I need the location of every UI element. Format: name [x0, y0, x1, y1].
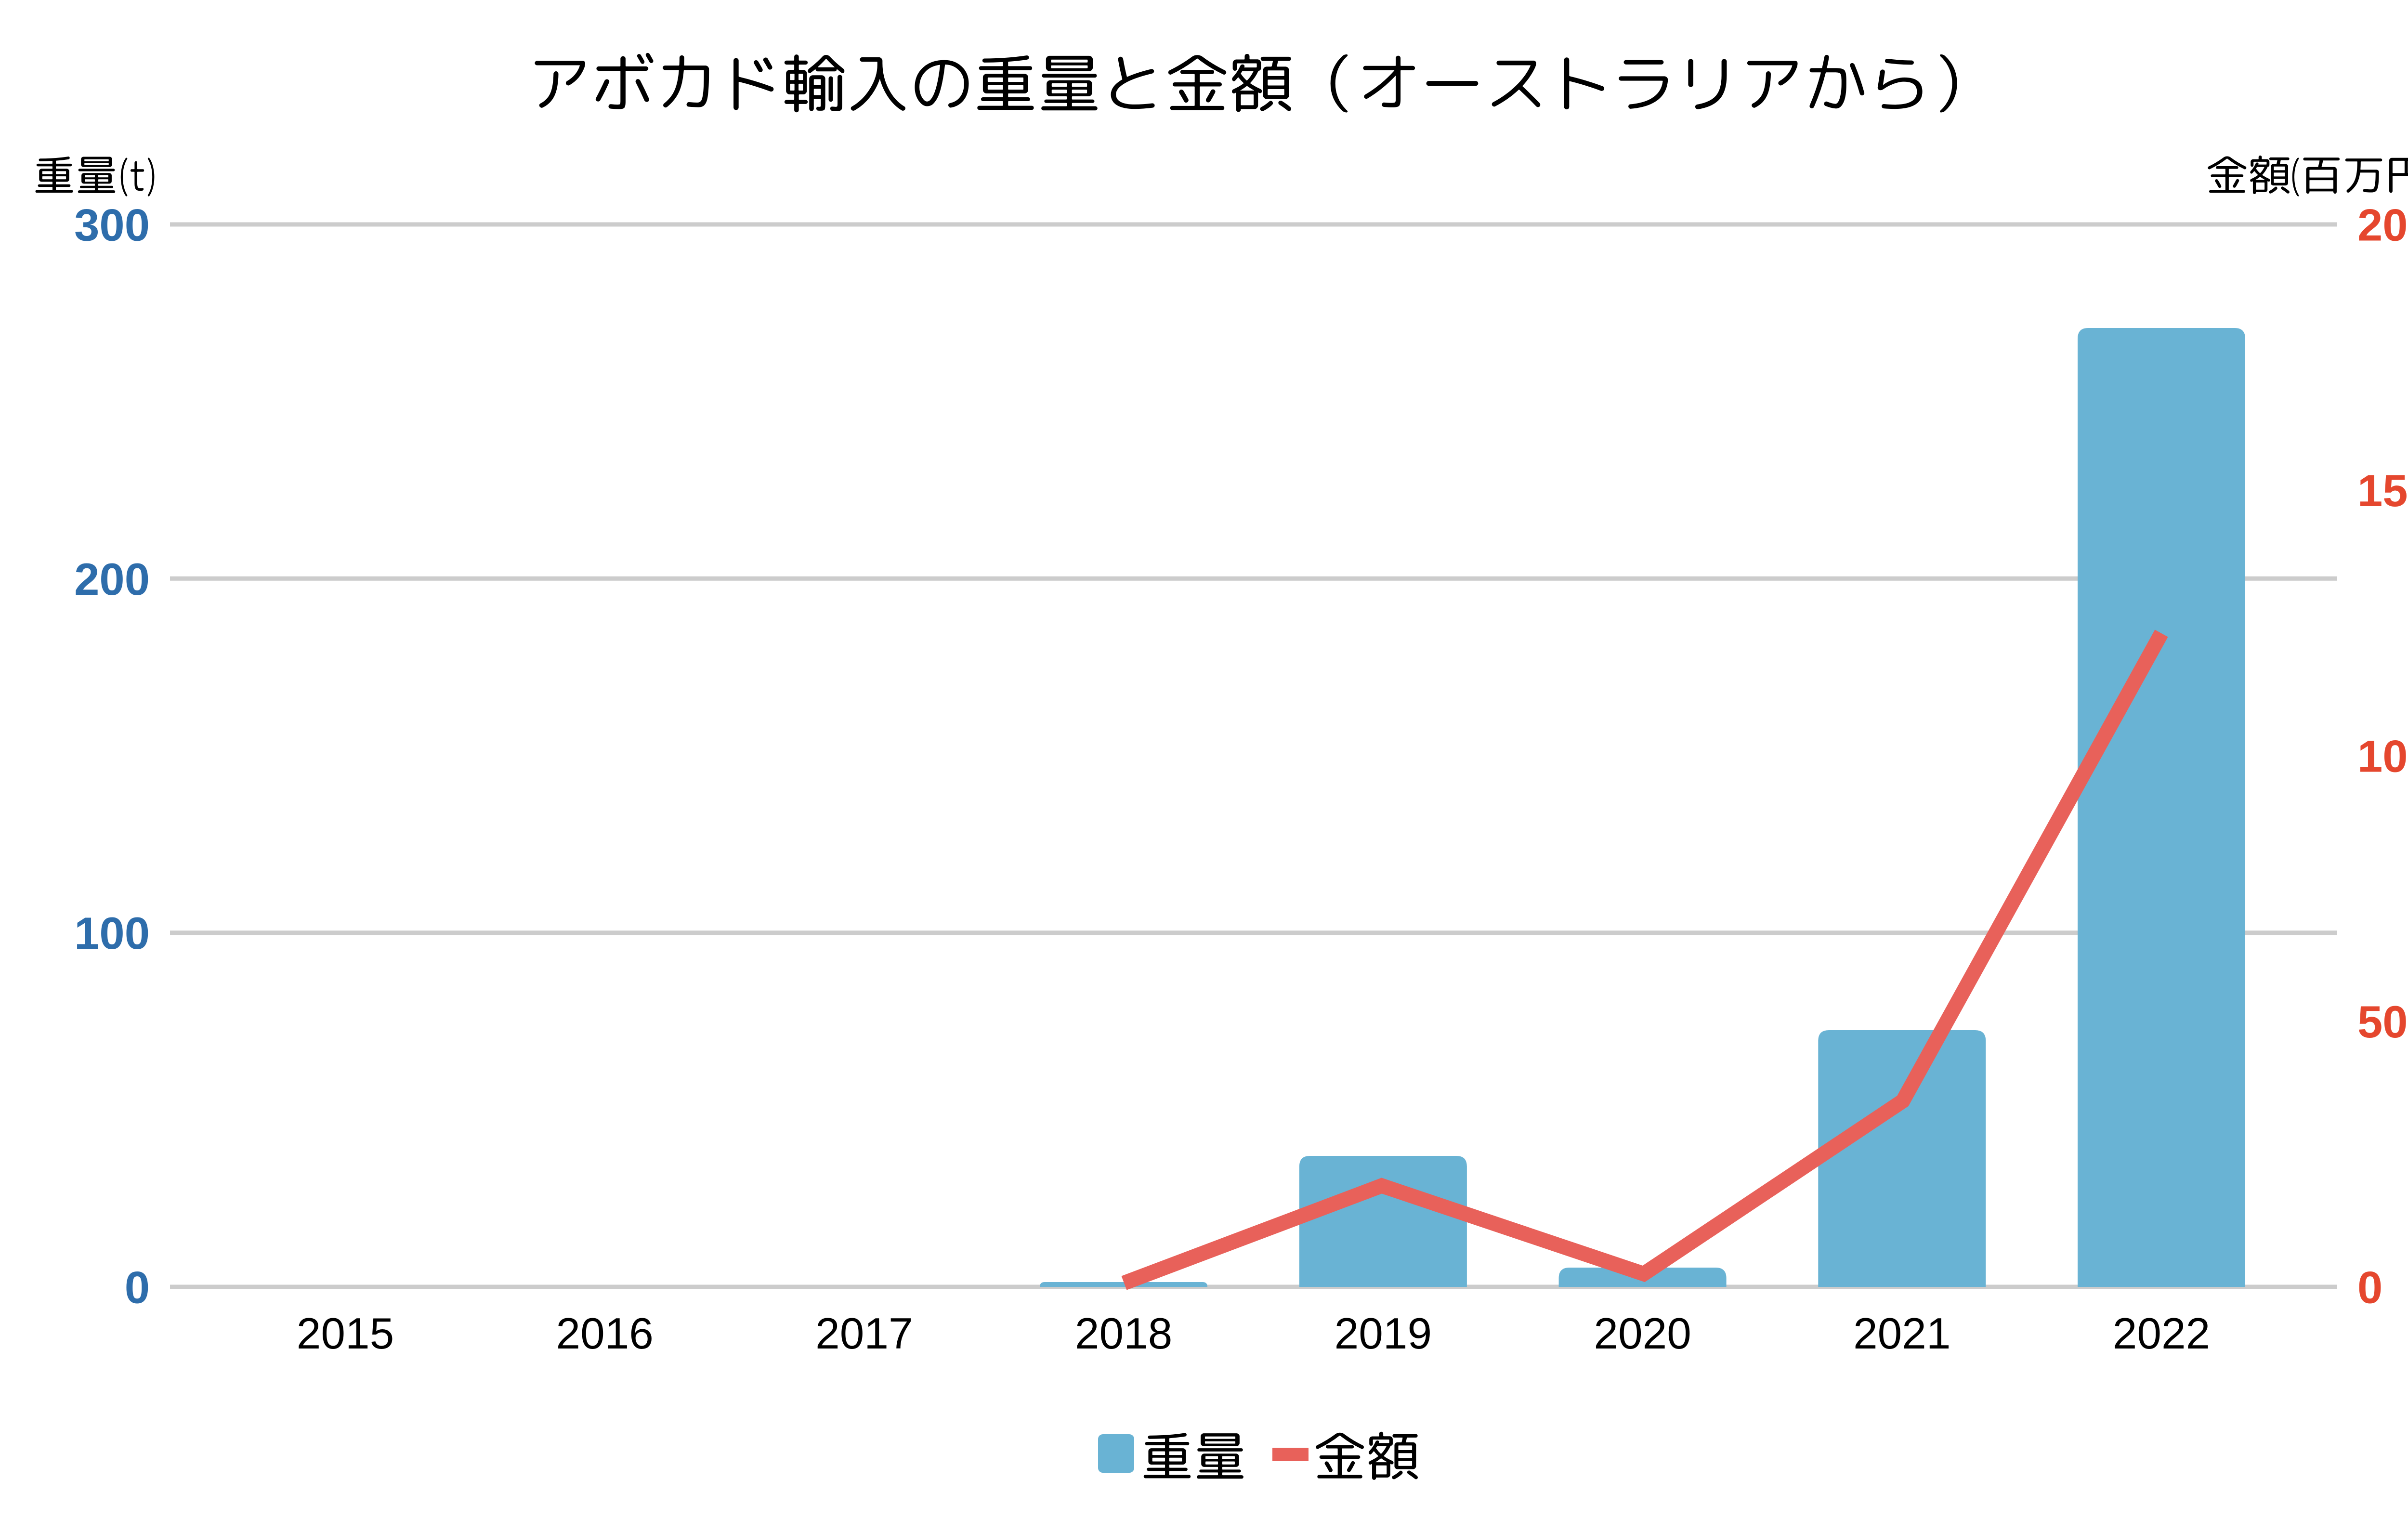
svg-text:2017: 2017	[815, 1309, 913, 1358]
svg-text:200: 200	[74, 554, 150, 604]
svg-text:2020: 2020	[1594, 1309, 1691, 1358]
svg-text:2015: 2015	[297, 1309, 394, 1358]
svg-text:150: 150	[2357, 465, 2408, 516]
svg-text:2016: 2016	[556, 1309, 653, 1358]
svg-text:0: 0	[125, 1262, 150, 1313]
svg-text:300: 300	[74, 200, 150, 250]
svg-text:50: 50	[2357, 996, 2408, 1047]
svg-text:100: 100	[74, 908, 150, 958]
svg-text:2018: 2018	[1075, 1309, 1172, 1358]
svg-text:200: 200	[2357, 200, 2408, 250]
svg-text:2022: 2022	[2113, 1309, 2210, 1358]
svg-text:0: 0	[2357, 1262, 2382, 1313]
svg-text:100: 100	[2357, 731, 2408, 782]
svg-text:2021: 2021	[1853, 1309, 1950, 1358]
svg-text:2019: 2019	[1335, 1309, 1432, 1358]
